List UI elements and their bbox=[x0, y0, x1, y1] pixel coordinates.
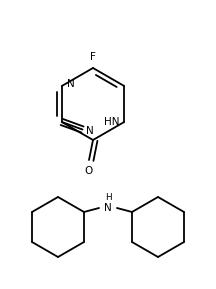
Text: N: N bbox=[86, 125, 94, 136]
Text: O: O bbox=[85, 166, 93, 176]
Text: F: F bbox=[90, 52, 96, 62]
Text: HN: HN bbox=[104, 117, 119, 127]
Text: H: H bbox=[105, 194, 111, 203]
Text: N: N bbox=[67, 79, 75, 89]
Text: N: N bbox=[104, 203, 112, 213]
